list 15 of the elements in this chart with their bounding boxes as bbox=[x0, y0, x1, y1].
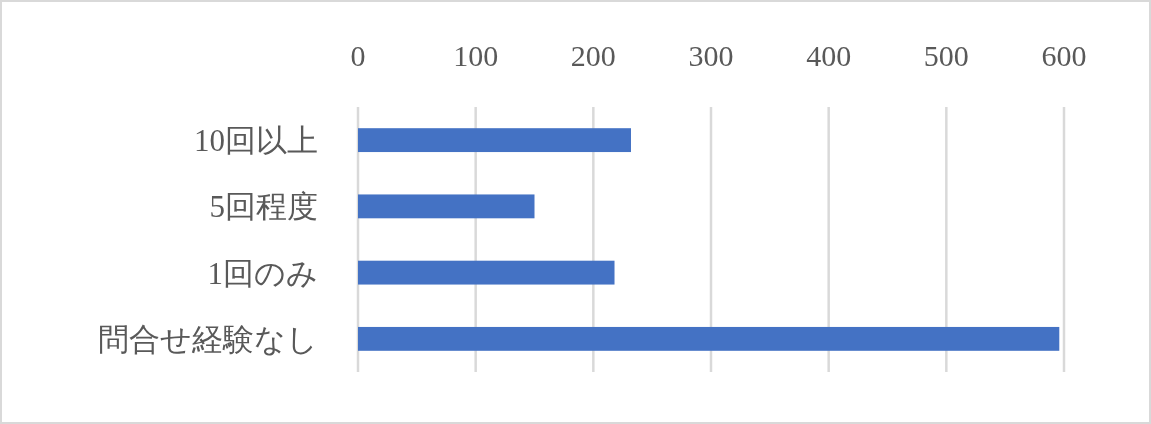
x-tick-label: 500 bbox=[923, 39, 969, 72]
x-tick-label: 100 bbox=[453, 39, 499, 72]
y-tick-label: 問合せ経験なし bbox=[98, 321, 318, 357]
bar bbox=[358, 128, 631, 153]
x-tick-label: 0 bbox=[350, 39, 366, 72]
bar bbox=[358, 194, 535, 219]
x-tick-label: 600 bbox=[1041, 39, 1087, 72]
x-tick-label: 400 bbox=[806, 39, 852, 72]
x-tick-label: 300 bbox=[688, 39, 734, 72]
bar bbox=[358, 260, 615, 285]
y-tick-label: 10回以上 bbox=[194, 123, 318, 159]
x-tick-label: 200 bbox=[570, 39, 616, 72]
y-tick-label: 5回程度 bbox=[209, 189, 318, 225]
y-tick-label: 1回のみ bbox=[207, 255, 318, 291]
bar bbox=[358, 326, 1060, 351]
